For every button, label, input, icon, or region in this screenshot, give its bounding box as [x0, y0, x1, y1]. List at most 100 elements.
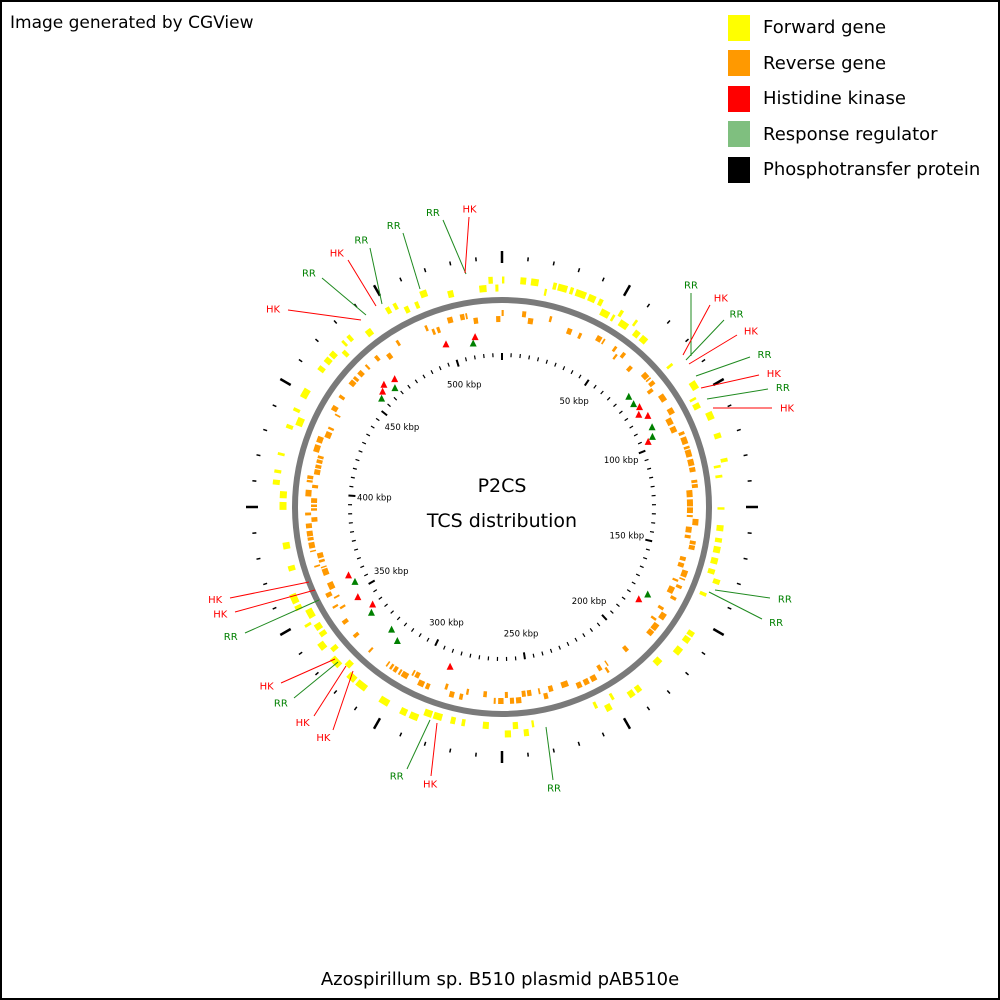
kbp-tick — [647, 467, 652, 470]
reverse-gene — [326, 581, 336, 591]
feature-leader-lines: RRHKRRHKRRHKRRHKRRRRHKHKRRHKHKRRRRHKHKRR… — [208, 205, 794, 795]
forward-gene — [285, 423, 294, 430]
reverse-gene — [325, 591, 333, 598]
outer-tick — [712, 627, 725, 637]
reverse-gene — [334, 413, 341, 418]
kbp-tick — [352, 467, 357, 470]
outer-tick — [701, 358, 706, 363]
map-title-line2: TCS distribution — [426, 510, 577, 532]
forward-gene — [317, 640, 328, 651]
legend-swatch-histidine-kinase — [728, 85, 750, 112]
reverse-gene — [307, 536, 314, 541]
rr-marker — [644, 590, 652, 598]
kbp-tick — [368, 579, 376, 585]
rr-marker — [648, 423, 656, 431]
forward-gene — [681, 634, 692, 644]
rr-marker — [391, 384, 399, 392]
reverse-gene — [565, 327, 573, 336]
kbp-tick — [536, 357, 540, 362]
reverse-gene — [666, 585, 676, 595]
reverse-gene — [611, 345, 618, 353]
kbp-tick — [362, 441, 367, 445]
forward-gene — [399, 706, 409, 717]
outer-tick — [736, 582, 741, 586]
kbp-tick — [464, 357, 468, 362]
reverse-gene — [684, 534, 691, 539]
outer-tick — [646, 706, 651, 711]
kbp-tick — [621, 596, 626, 600]
kbp-tick-label: 200 kbp — [572, 597, 607, 607]
kbp-tick — [370, 425, 375, 429]
reverse-gene — [548, 315, 553, 323]
reverse-gene — [352, 631, 360, 639]
reverse-gene — [392, 665, 399, 673]
reverse-gene-track — [305, 309, 699, 705]
reverse-gene — [341, 617, 349, 625]
outer-tick — [263, 428, 268, 432]
reverse-gene — [657, 393, 668, 403]
kbp-tick — [600, 390, 604, 395]
reverse-gene — [395, 339, 401, 347]
kbp-tick — [387, 403, 391, 408]
legend: Forward gene Reverse gene Histidine kina… — [728, 10, 980, 188]
kbp-tick — [578, 374, 582, 379]
kbp-tick — [583, 379, 590, 387]
hk-marker — [369, 600, 377, 608]
reverse-gene — [338, 394, 346, 401]
reverse-gene — [679, 555, 687, 562]
forward-gene — [323, 356, 333, 366]
kbp-tick — [601, 614, 608, 621]
outer-tick — [333, 319, 338, 324]
reverse-gene — [678, 430, 685, 437]
rr-leader-line — [406, 719, 431, 770]
kbp-tick — [593, 384, 597, 389]
kbp-tick — [639, 565, 644, 569]
rr-leader-line — [442, 219, 467, 275]
outer-tick — [743, 454, 748, 457]
hk-feature-label: HK — [213, 610, 228, 621]
reverse-gene — [448, 690, 455, 698]
rr-leader-line — [244, 599, 320, 634]
kbp-tick — [624, 417, 629, 422]
forward-gene — [344, 659, 354, 669]
outer-tick — [279, 627, 292, 637]
rr-marker — [393, 636, 401, 644]
rr-marker — [388, 625, 396, 633]
reverse-gene — [619, 351, 627, 359]
legend-label: Response regulator — [763, 123, 938, 145]
forward-gene — [633, 684, 643, 694]
reverse-gene — [669, 595, 677, 601]
kbp-tick — [629, 425, 634, 429]
rr-leader-line — [321, 277, 367, 316]
kbp-tick — [349, 485, 354, 488]
hk-marker — [442, 340, 450, 348]
kbp-tick — [650, 485, 655, 488]
forward-gene — [552, 282, 558, 291]
legend-item-forward-gene: Forward gene — [728, 10, 980, 46]
outer-tick — [727, 404, 732, 408]
kbp-tick — [451, 648, 455, 653]
reverse-gene — [315, 464, 322, 470]
outer-tick — [743, 557, 748, 560]
forward-gene — [313, 621, 324, 632]
outer-tick — [333, 690, 338, 695]
kbp-tick — [403, 622, 408, 627]
kbp-tick — [373, 589, 378, 593]
forward-gene — [449, 716, 457, 725]
kbp-tick — [638, 449, 646, 455]
reverse-gene — [316, 435, 324, 444]
outer-tick — [736, 428, 741, 432]
forward-gene — [432, 711, 444, 722]
forward-gene — [574, 288, 588, 300]
reverse-gene — [645, 377, 652, 383]
kbp-tick — [360, 565, 365, 569]
kbp-tick-ring: 50 kbp 100 kbp 150 kbp 200 kbp 250 kbp 300 kb… — [348, 353, 656, 661]
legend-swatch-phosphotransfer-protein — [728, 156, 750, 183]
forward-gene — [587, 293, 597, 304]
rr-leader-line — [695, 356, 751, 377]
kbp-tick — [645, 538, 653, 543]
forward-gene — [608, 692, 615, 701]
outer-tick — [712, 377, 725, 387]
outer-tick — [272, 606, 277, 610]
outer-tick — [279, 377, 292, 387]
